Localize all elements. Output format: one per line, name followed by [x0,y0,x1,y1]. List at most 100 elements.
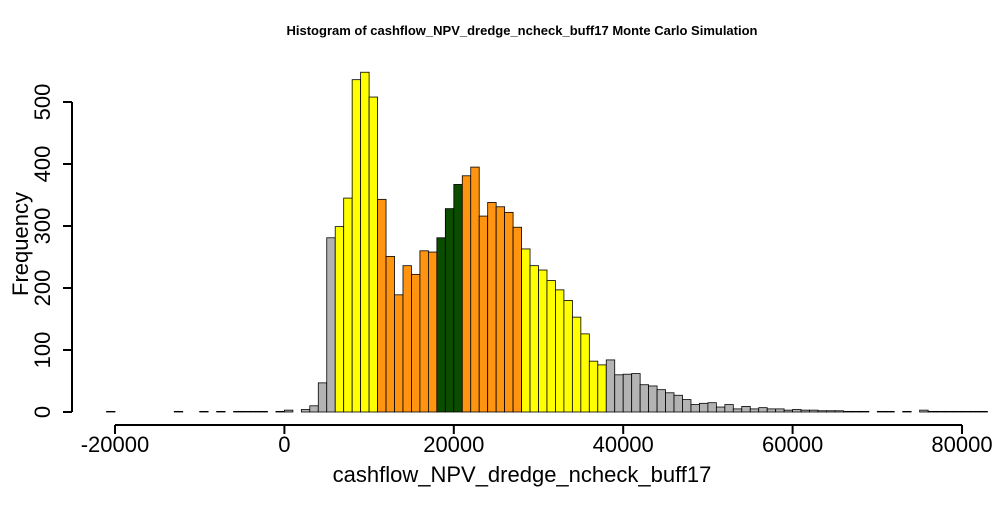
chart-title: Histogram of cashflow_NPV_dredge_ncheck_… [287,23,758,38]
histogram-bar [605,359,616,413]
histogram-bar [834,410,844,413]
histogram-bar [504,211,514,413]
histogram-bar [639,384,650,413]
histogram-bar [936,410,946,413]
histogram-bar [843,410,853,413]
histogram-bar [665,392,675,413]
histogram-bar [470,166,480,413]
histogram-bar [444,208,455,413]
histogram-bar [385,255,395,413]
histogram-bar [216,410,226,413]
histogram-bar [631,373,641,413]
histogram-bar [419,250,429,413]
histogram-bar [411,273,421,413]
histogram-bar [758,407,768,413]
histogram-bar [173,410,184,413]
y-tick-label: 200 [30,270,55,307]
histogram-bar [241,410,251,413]
histogram-bar [724,404,734,413]
histogram-bar [351,79,362,413]
histogram-bar [622,373,633,413]
histogram-bar [436,237,446,413]
y-tick-label: 0 [30,406,55,418]
y-tick-label: 100 [30,332,55,369]
histogram-bar [673,394,683,413]
histogram-bar [453,184,463,413]
y-tick-label: 300 [30,208,55,245]
x-tick-label: 40000 [593,432,654,457]
histogram-bar [546,280,556,413]
histogram-bar [690,404,700,413]
x-tick-label: 0 [278,432,290,457]
histogram-bar [529,265,539,413]
histogram-bar [961,410,971,413]
histogram-bar [326,237,336,413]
histogram-bar [343,197,353,413]
histogram-bar [978,410,988,413]
x-axis-label: cashflow_NPV_dredge_ncheck_buff17 [333,462,712,487]
histogram-bar [588,360,599,413]
histogram-bar [749,408,760,413]
histogram-bar [715,406,726,413]
histogram-bar [258,410,268,413]
histogram-bar [682,399,692,413]
histogram-bar [495,206,506,413]
histogram-bar [944,410,954,413]
histogram-bar [300,409,311,413]
histogram-bar [334,226,345,413]
histogram-bar [571,316,582,413]
histogram-bar [309,405,319,413]
histogram-bar [521,248,531,413]
histogram-bar [233,410,243,413]
histogram-bar [487,202,497,413]
histogram-bar [775,408,785,413]
histogram-bar [106,410,116,413]
histogram-bar [555,289,565,413]
histogram-bar [317,382,328,413]
x-tick-label: 20000 [423,432,484,457]
histogram-bar [656,389,666,413]
histogram-bar [927,410,937,413]
x-tick-label: 60000 [762,432,823,457]
histogram-bar [859,410,870,413]
histogram-bar [394,294,404,413]
histogram-bar [953,410,963,413]
histogram-bar [809,409,819,413]
histogram-bar [817,410,827,413]
histogram-bar [783,409,794,413]
y-axis: 0 100 200 300 400 500 [30,84,73,418]
histogram-bar [792,409,802,413]
histogram-bar [478,215,489,413]
y-tick-label: 400 [30,146,55,183]
histogram-bar [402,265,412,413]
x-tick-label: 80000 [931,432,992,457]
x-tick-label: -20000 [81,432,150,457]
histogram-bar [699,402,709,413]
histogram-bar [851,410,861,413]
histogram-bar [580,333,590,413]
histogram-bar [199,410,209,413]
y-axis-label: Frequency [8,192,33,296]
histogram-bar [876,410,887,413]
histogram-bar [563,299,573,413]
histogram-bar [970,410,980,413]
histogram-bar [902,410,912,413]
histogram-bar [275,410,285,413]
histogram-bar [766,408,777,413]
histogram-bars [106,71,988,413]
histogram-bar [919,409,929,413]
histogram-bar [826,410,836,413]
histogram-bar [800,409,810,413]
histogram-bar [461,175,472,413]
histogram-bar [250,410,260,413]
histogram-bar [283,409,294,413]
x-axis: -20000 0 20000 40000 60000 80000 [81,424,993,457]
histogram-bar [538,269,548,413]
histogram-bar [732,408,743,413]
histogram-bar [741,406,751,413]
histogram-bar [614,374,624,413]
histogram-bar [512,226,522,413]
histogram-bar [377,198,387,413]
